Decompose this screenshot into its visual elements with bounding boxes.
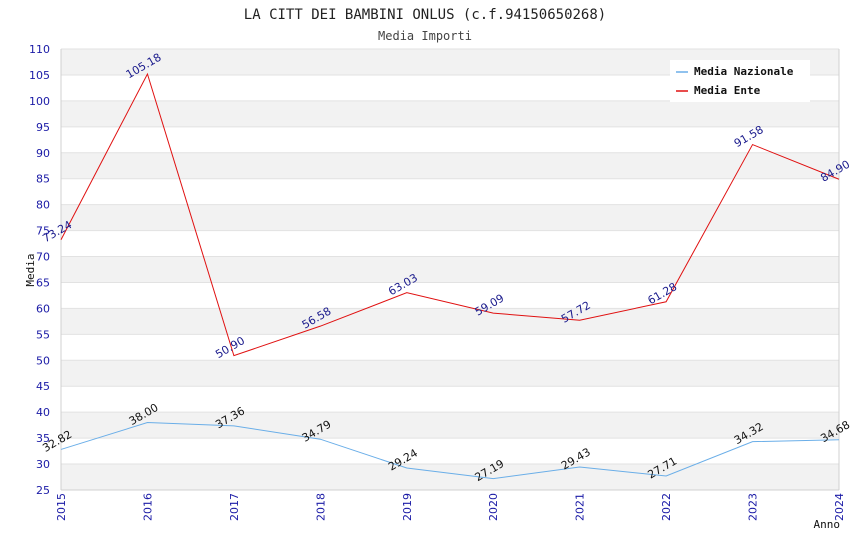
grid-band (61, 464, 839, 490)
grid-band (61, 152, 839, 179)
y-tick-label: 35 (36, 432, 50, 445)
y-tick-label: 65 (36, 276, 50, 289)
y-tick-label: 90 (36, 147, 50, 160)
series-line-media-ente (60, 72, 840, 357)
x-axis-ticks: 2015 2016 2017 2018 2019 2020 2021 2022 2023 2024 (55, 493, 846, 521)
y-tick-label: 30 (36, 458, 50, 471)
x-tick-label: 2018 (314, 493, 327, 521)
y-tick-label: 25 (36, 484, 50, 497)
y-tick-label: 110 (29, 43, 50, 56)
y-tick-label: 85 (36, 173, 50, 186)
grid-band (61, 100, 839, 127)
y-tick-label: 80 (36, 199, 50, 212)
y-tick-label: 60 (36, 302, 50, 315)
y-tick-label: 70 (36, 251, 50, 264)
grid-band (61, 412, 839, 439)
chart-title: LA CITT DEI BAMBINI ONLUS (c.f.941506502… (244, 7, 606, 23)
x-tick-label: 2019 (401, 493, 414, 521)
y-tick-label: 105 (29, 69, 50, 82)
series-lines (60, 72, 840, 480)
y-tick-label: 100 (29, 95, 50, 108)
legend: Media Nazionale Media Ente (670, 60, 810, 102)
y-tick-label: 40 (36, 406, 50, 419)
x-tick-label: 2020 (487, 493, 500, 521)
x-tick-label: 2023 (747, 493, 760, 521)
series-line-media-nazionale (60, 422, 840, 480)
x-axis-title: Anno (814, 518, 841, 531)
grid-band (61, 256, 839, 283)
y-axis-title: Media (24, 253, 37, 286)
legend-box (670, 60, 810, 102)
x-tick-label: 2016 (141, 493, 154, 521)
x-tick-label: 2024 (833, 493, 846, 521)
y-axis-ticks: 25 30 35 40 45 50 55 60 65 70 75 80 85 90 95 100 105 110 (29, 43, 50, 497)
chart-subtitle: Media Importi (378, 29, 472, 43)
y-tick-label: 45 (36, 380, 50, 393)
x-tick-label: 2015 (55, 493, 68, 521)
grid-band (61, 308, 839, 335)
legend-label-media-ente: Media Ente (694, 84, 761, 97)
grid-band (61, 204, 839, 231)
y-tick-label: 75 (36, 225, 50, 238)
y-tick-label: 95 (36, 121, 50, 134)
grid-bands (60, 48, 840, 491)
x-tick-label: 2017 (228, 493, 241, 521)
y-tick-label: 50 (36, 354, 50, 367)
y-tick-label: 55 (36, 328, 50, 341)
grid-band (61, 360, 839, 387)
legend-label-media-nazionale: Media Nazionale (694, 65, 794, 78)
x-tick-label: 2022 (660, 493, 673, 521)
x-tick-label: 2021 (574, 493, 587, 521)
